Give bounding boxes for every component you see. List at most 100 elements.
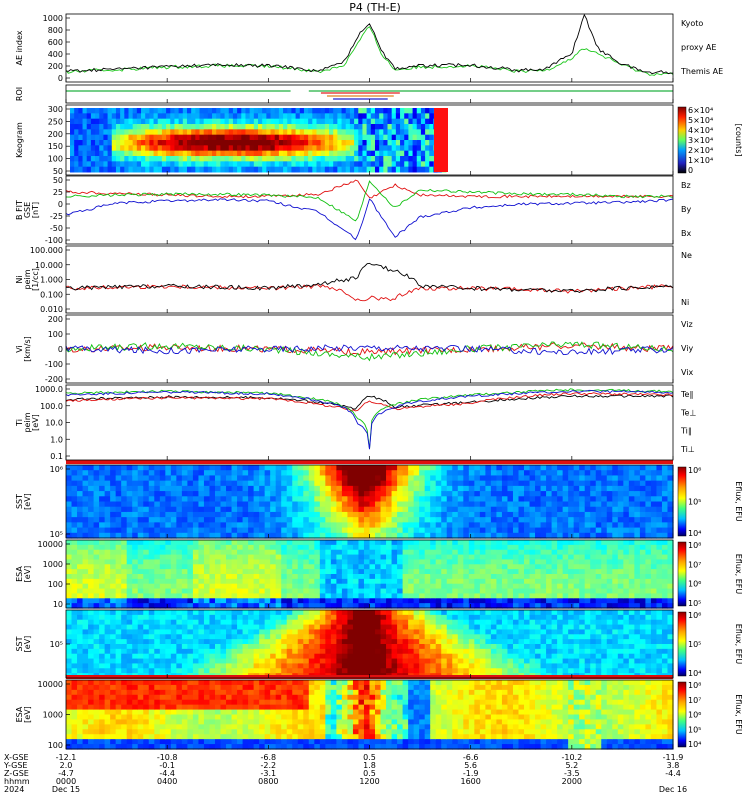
sst_e-cell	[430, 527, 437, 534]
sst_i-cell	[237, 624, 244, 631]
esa_e-cell	[397, 569, 404, 575]
esa_e-cell	[529, 598, 536, 604]
esa_e-cell	[352, 598, 360, 604]
sst_e-cell	[391, 491, 398, 497]
sst_e-cell	[535, 506, 542, 513]
sst_e-cell	[573, 491, 580, 497]
esa_e-cell	[242, 569, 249, 575]
sst_i-cell	[468, 624, 475, 631]
sst_i-cell	[187, 663, 194, 669]
esa_i-cell	[93, 699, 100, 706]
sst_e-cell	[617, 527, 624, 534]
sst_i-cell	[479, 614, 486, 621]
sst_e-cell	[606, 475, 613, 482]
sst_i-cell	[270, 658, 277, 665]
sst_e-cell	[446, 475, 453, 482]
esa_i-cell	[77, 689, 84, 696]
sst_i-cell	[226, 639, 233, 645]
esa_e-cell	[391, 559, 398, 565]
sst_e-cell	[214, 532, 222, 539]
esa_e-cell	[402, 583, 409, 590]
sst_i-cell	[413, 610, 420, 616]
sst_i-cell	[584, 610, 591, 616]
esa_e-cell	[132, 578, 139, 585]
sst_i-cell	[474, 634, 481, 640]
sst_e-cell	[656, 511, 663, 518]
sst_i-cell	[181, 653, 188, 660]
sst_i-cell	[248, 639, 255, 645]
sst_e-cell	[408, 501, 415, 508]
esa_e-cell	[71, 554, 78, 561]
sst_e-cell	[303, 532, 310, 539]
esa_e-cell	[375, 549, 382, 556]
esa_e-cell	[110, 564, 117, 570]
sst_i-cell	[352, 629, 360, 635]
esa_e-cell	[192, 544, 200, 551]
sst_i-cell	[137, 639, 144, 645]
sst_i-cell	[606, 610, 613, 616]
sst_i-cell	[391, 610, 398, 616]
sst_e-cell	[93, 527, 100, 534]
sst_i-cell	[457, 668, 464, 674]
esa_e-cell	[386, 603, 393, 609]
esa_e-cell	[319, 578, 326, 585]
esa_e-cell	[457, 569, 464, 575]
esa_e-cell	[391, 603, 398, 609]
sst_e-cell	[237, 491, 244, 497]
esa_e-cell	[126, 559, 133, 565]
sst_e-cell	[275, 517, 282, 523]
sst_i-cell	[579, 639, 586, 645]
esa_e-cell	[259, 578, 266, 585]
sst_i-cell	[286, 668, 293, 674]
sst_e-cell	[104, 491, 111, 497]
sst_i-cell	[474, 648, 481, 655]
esa_i-cell	[170, 724, 177, 730]
esa_e-cell	[386, 559, 393, 565]
sst_i-cell	[93, 610, 100, 616]
sst_e-cell	[253, 485, 260, 492]
esa_i-cell	[93, 709, 100, 716]
esa_i-cell	[99, 699, 106, 706]
sst_i-cell	[176, 648, 183, 655]
sst_e-cell	[286, 532, 293, 539]
esa_e-cell	[104, 598, 111, 604]
sst_i-cell	[568, 658, 575, 665]
esa_e-cell	[159, 588, 166, 595]
sst_e-cell	[71, 506, 78, 513]
sst_e-cell	[286, 527, 293, 534]
esa_i-cell	[209, 694, 216, 701]
sst_e-cell	[363, 475, 371, 482]
esa_e-cell	[452, 603, 459, 609]
sst_e-cell	[650, 470, 658, 477]
sst_e-cell	[435, 511, 442, 518]
sst_e-cell	[408, 491, 415, 497]
esa_e-cell	[397, 588, 404, 595]
sst_i-cell	[485, 610, 492, 616]
sst_e-cell	[479, 527, 486, 534]
sst_e-cell	[419, 532, 426, 539]
sst_e-cell	[512, 506, 520, 513]
esa_e-cell	[430, 559, 437, 565]
sst_i-cell	[524, 610, 531, 616]
sst_e-cell	[617, 491, 624, 497]
sst_i-cell	[170, 619, 177, 626]
sst_i-cell	[617, 624, 624, 631]
sst_i-cell	[424, 658, 431, 665]
sst_i-cell	[214, 663, 222, 669]
sst_i-cell	[314, 629, 321, 635]
esa_e-cell	[518, 564, 525, 570]
esa_e-cell	[490, 588, 498, 595]
esa_e-cell	[176, 598, 183, 604]
esa_i-cell	[148, 729, 155, 735]
sst_e-cell	[584, 532, 591, 539]
sst_e-cell	[529, 517, 536, 523]
sst_e-cell	[143, 532, 150, 539]
sst_i-cell	[623, 634, 630, 640]
sst_e-cell	[463, 491, 470, 497]
sst_i-cell	[435, 624, 442, 631]
esa_e-cell	[435, 603, 442, 609]
sst_e-cell	[430, 470, 437, 477]
sst_e-cell	[424, 496, 431, 503]
esa_e-cell	[540, 559, 547, 565]
sst_i-cell	[634, 619, 641, 626]
